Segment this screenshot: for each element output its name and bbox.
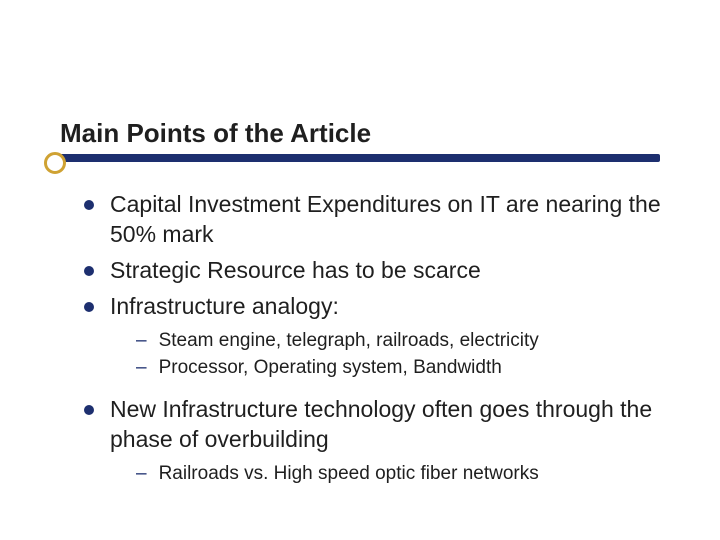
list-item-text: Railroads vs. High speed optic fiber net… [159, 461, 539, 487]
slide-title: Main Points of the Article [60, 118, 660, 149]
list-item: Strategic Resource has to be scarce [84, 256, 664, 286]
slide: Main Points of the Article Capital Inves… [0, 0, 720, 540]
list-item-text: Processor, Operating system, Bandwidth [159, 355, 502, 381]
list-item: – Steam engine, telegraph, railroads, el… [136, 328, 664, 354]
list-item: Infrastructure analogy: [84, 292, 664, 322]
list-item-text: Infrastructure analogy: [110, 292, 339, 322]
title-underline-bar [60, 154, 660, 162]
title-accent-ring-icon [44, 152, 66, 174]
list-item: Capital Investment Expenditures on IT ar… [84, 190, 664, 250]
sublist: – Steam engine, telegraph, railroads, el… [136, 328, 664, 381]
list-item: New Infrastructure technology often goes… [84, 395, 664, 455]
content-area: Capital Investment Expenditures on IT ar… [84, 190, 664, 500]
dash-icon: – [136, 355, 147, 381]
title-block: Main Points of the Article [60, 118, 660, 149]
bullet-icon [84, 302, 94, 312]
list-item: – Processor, Operating system, Bandwidth [136, 355, 664, 381]
sublist: – Railroads vs. High speed optic fiber n… [136, 461, 664, 487]
list-item-text: Capital Investment Expenditures on IT ar… [110, 190, 664, 250]
list-item: – Railroads vs. High speed optic fiber n… [136, 461, 664, 487]
dash-icon: – [136, 328, 147, 354]
list-item-text: Steam engine, telegraph, railroads, elec… [159, 328, 539, 354]
list-item-text: Strategic Resource has to be scarce [110, 256, 481, 286]
bullet-icon [84, 405, 94, 415]
dash-icon: – [136, 461, 147, 487]
bullet-icon [84, 266, 94, 276]
bullet-icon [84, 200, 94, 210]
list-item-text: New Infrastructure technology often goes… [110, 395, 664, 455]
